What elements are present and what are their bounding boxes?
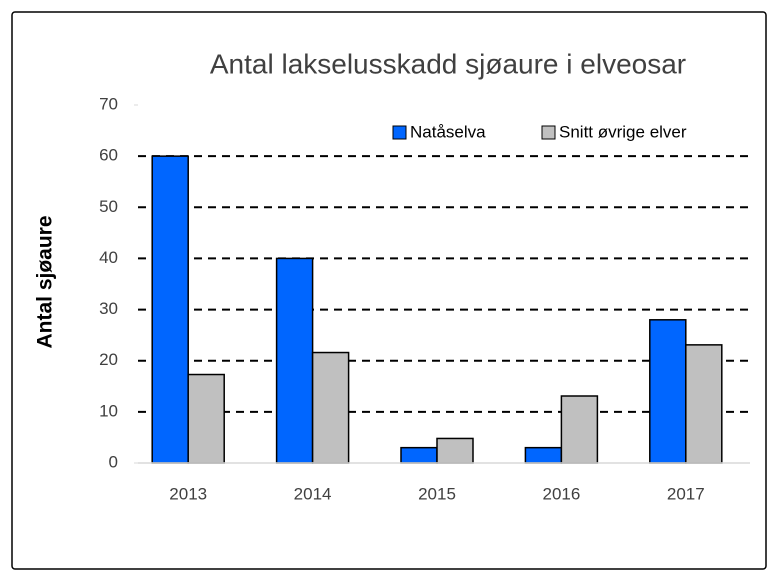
legend-label: Snitt øvrige elver [559, 122, 687, 141]
bar [311, 351, 350, 464]
bar [400, 446, 438, 464]
x-tick-label: 2015 [418, 484, 456, 503]
y-tick-label: 60 [99, 146, 118, 165]
y-tick-label: 40 [99, 248, 118, 267]
y-tick-label: 50 [99, 197, 118, 216]
y-tick-label: 20 [99, 350, 118, 369]
y-tick-label: 10 [99, 401, 118, 420]
y-tick-label: 70 [99, 94, 118, 113]
chart-frame [11, 11, 767, 570]
bar [275, 257, 314, 464]
bar [187, 373, 225, 464]
bar [560, 395, 599, 464]
x-tick-label: 2017 [667, 484, 705, 503]
legend-label: Natåselva [410, 122, 486, 141]
legend-swatch [541, 125, 556, 140]
bar [524, 446, 563, 464]
y-tick-label: 30 [99, 299, 118, 318]
x-tick-label: 2014 [294, 484, 332, 503]
bar [685, 344, 723, 464]
bar [436, 437, 474, 464]
x-tick-label: 2013 [169, 484, 207, 503]
bar [649, 319, 687, 464]
y-axis-label: Antal sjøaure [34, 215, 57, 348]
legend-swatch [392, 125, 407, 140]
x-tick-label: 2016 [542, 484, 580, 503]
chart-title: Antal lakselusskadd sjøaure i elveosar [210, 48, 686, 79]
bar [151, 155, 189, 464]
y-tick-label: 0 [109, 452, 118, 471]
